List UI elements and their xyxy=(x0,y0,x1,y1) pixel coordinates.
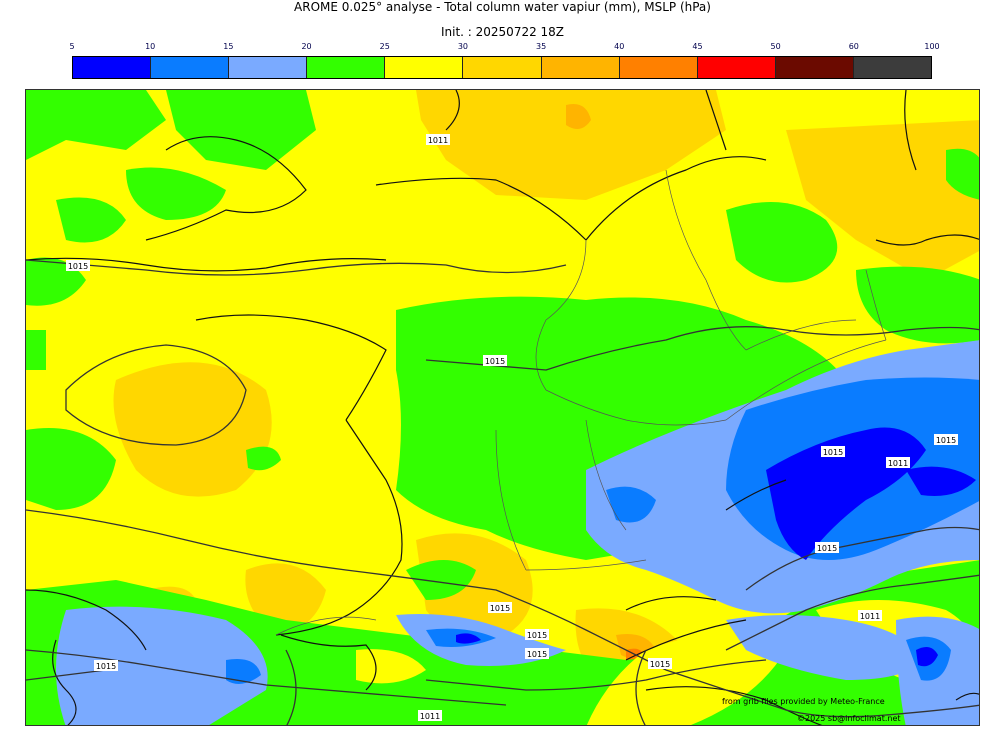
isobar-label: 1011 xyxy=(886,457,910,468)
isobar-label: 1011 xyxy=(426,134,450,145)
svg-text:1011: 1011 xyxy=(860,612,880,621)
colorbar-segment xyxy=(73,57,152,78)
svg-text:1015: 1015 xyxy=(68,262,88,271)
colorbar-segment xyxy=(541,57,620,78)
map-title: AROME 0.025° analyse - Total column wate… xyxy=(294,0,711,14)
svg-text:1015: 1015 xyxy=(490,604,510,613)
colorbar-tick-label: 5 xyxy=(69,42,75,51)
isobar-label: 1015 xyxy=(525,629,549,640)
isobar-label: 1015 xyxy=(821,446,845,457)
country-borders xyxy=(275,169,887,636)
svg-text:1011: 1011 xyxy=(888,459,908,468)
svg-text:1015: 1015 xyxy=(527,650,547,659)
isobar-labels: 1011 1015 1015 1015 1015 1011 1015 1015 … xyxy=(66,134,958,721)
colorbar-tick-label: 40 xyxy=(614,42,625,51)
colorbar-segment xyxy=(775,57,854,78)
isobar-label: 1015 xyxy=(488,602,512,613)
weather-map: 1011 1015 1015 1015 1015 1011 1015 1015 … xyxy=(25,89,980,726)
isobar-label: 1011 xyxy=(858,610,882,621)
svg-text:1015: 1015 xyxy=(527,631,547,640)
colorbar-tick-label: 50 xyxy=(770,42,781,51)
colorbar-tick-label: 25 xyxy=(379,42,390,51)
svg-text:1015: 1015 xyxy=(96,662,116,671)
isobar-label: 1015 xyxy=(648,658,672,669)
init-time: Init. : 20250722 18Z xyxy=(440,25,565,39)
map-canvas: 1011 1015 1015 1015 1015 1011 1015 1015 … xyxy=(26,90,979,725)
isobar-label: 1015 xyxy=(815,542,839,553)
colorbar-segment xyxy=(385,57,464,78)
colorbar-tick-label: 60 xyxy=(848,42,859,51)
colorbar-segment xyxy=(307,57,386,78)
colorbar-segment xyxy=(697,57,776,78)
data-source-credit: from grib files provided by Meteo-France xyxy=(722,697,885,706)
copyright-credit: ©2025 sb@infoclimat.net xyxy=(797,714,901,723)
colorbar-segment xyxy=(853,57,932,78)
colorbar-tick-label: 35 xyxy=(535,42,547,51)
colorbar-segment xyxy=(463,57,542,78)
svg-text:1015: 1015 xyxy=(823,448,843,457)
isobar-label: 1011 xyxy=(418,710,442,721)
isobar-label: 1015 xyxy=(525,648,549,659)
svg-text:1015: 1015 xyxy=(485,357,505,366)
isobar-lines xyxy=(26,259,979,725)
colorbar-tick-label: 15 xyxy=(223,42,234,51)
isobar-label: 1015 xyxy=(66,260,90,271)
isobar-label: 1015 xyxy=(934,434,958,445)
isobar-label: 1015 xyxy=(483,355,507,366)
colorbar-segment xyxy=(151,57,230,78)
svg-text:1011: 1011 xyxy=(428,136,448,145)
colorbar-tick-label: 30 xyxy=(457,42,468,51)
colorbar xyxy=(72,56,932,79)
isobar-label: 1015 xyxy=(94,660,118,671)
colorbar-tick-label: 100 xyxy=(924,42,940,51)
colorbar-tick-label: 10 xyxy=(145,42,156,51)
colorbar-segment xyxy=(229,57,308,78)
svg-text:1011: 1011 xyxy=(420,712,440,721)
colorbar-tick-label: 20 xyxy=(301,42,312,51)
coastlines xyxy=(26,90,979,725)
svg-text:1015: 1015 xyxy=(817,544,837,553)
svg-text:1015: 1015 xyxy=(936,436,956,445)
colorbar-tick-label: 45 xyxy=(692,42,703,51)
colorbar-segment xyxy=(619,57,698,78)
svg-text:1015: 1015 xyxy=(650,660,670,669)
